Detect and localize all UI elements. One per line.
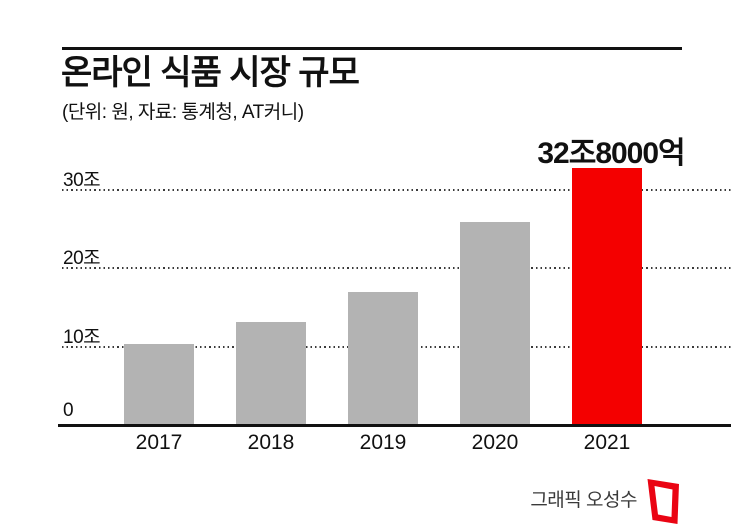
bar-2021 xyxy=(572,168,642,425)
gridline-30조 xyxy=(62,189,731,191)
graphic-credit: 그래픽 오성수 xyxy=(530,490,637,511)
y-axis-tick-label: 10조 xyxy=(63,326,101,348)
bar-2020 xyxy=(460,222,530,425)
bar-2018 xyxy=(236,321,306,425)
chart-source-note: (단위: 원, 자료: 통계청, AT커니) xyxy=(62,102,304,123)
x-axis-label-2018: 2018 xyxy=(247,431,295,454)
chart-title: 온라인 식품 시장 규모 xyxy=(61,54,360,92)
x-axis-label-2021: 2021 xyxy=(583,431,631,454)
y-axis-tick-label: 0 xyxy=(63,400,74,421)
x-axis-label-2019: 2019 xyxy=(359,431,407,454)
x-axis-label-2017: 2017 xyxy=(135,431,183,454)
y-axis-tick-label: 30조 xyxy=(63,170,101,191)
bar-2019 xyxy=(348,291,418,425)
publisher-logo-icon xyxy=(647,479,679,524)
title-rule xyxy=(62,47,682,50)
x-axis-baseline xyxy=(58,424,731,427)
bar-2017 xyxy=(124,343,194,425)
y-axis-tick-label: 20조 xyxy=(63,248,101,270)
x-axis-label-2020: 2020 xyxy=(471,431,519,454)
value-annotation: 32조8000억 xyxy=(537,137,685,170)
gridline-20조 xyxy=(62,267,731,270)
